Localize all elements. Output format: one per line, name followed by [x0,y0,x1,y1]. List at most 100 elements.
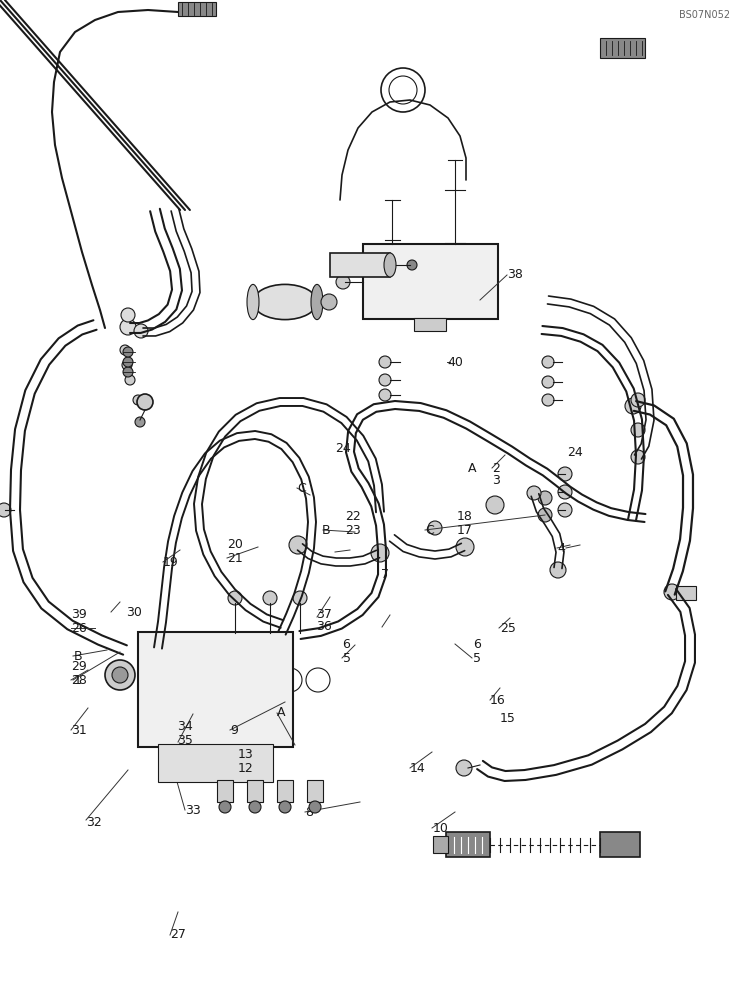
Text: 28: 28 [71,674,87,687]
Bar [138,632,293,747]
Text: 15: 15 [500,712,515,724]
Circle shape [527,486,541,500]
Ellipse shape [253,284,317,320]
Text: 30: 30 [126,605,141,618]
Circle shape [123,367,133,377]
Text: B: B [73,650,82,662]
Text: 37: 37 [316,607,332,620]
Text: 22: 22 [346,510,361,524]
Text: A: A [277,706,285,718]
Ellipse shape [247,284,259,320]
Circle shape [550,562,566,578]
Circle shape [105,660,135,690]
Text: 27: 27 [171,929,186,942]
Circle shape [278,668,302,692]
Text: 35: 35 [177,734,193,746]
Bar [600,38,645,58]
Circle shape [321,294,337,310]
Circle shape [558,503,572,517]
Text: 1: 1 [73,674,82,687]
Circle shape [120,345,130,355]
Circle shape [228,591,242,605]
Text: A: A [468,462,476,475]
Circle shape [542,394,554,406]
Text: 6: 6 [473,639,481,652]
Text: 31: 31 [71,724,87,736]
Text: 25: 25 [500,621,515,635]
Text: 26: 26 [71,621,87,635]
Circle shape [134,324,148,338]
Text: 17: 17 [456,524,472,536]
Circle shape [336,275,350,289]
Circle shape [456,760,472,776]
Circle shape [542,376,554,388]
Circle shape [631,450,645,464]
Bar [676,586,696,600]
Circle shape [0,503,11,517]
Text: 6: 6 [343,639,351,652]
Text: 10: 10 [432,822,448,834]
Circle shape [407,260,417,270]
Text: 12: 12 [238,762,254,774]
Circle shape [135,417,145,427]
Bar [433,836,448,853]
Circle shape [279,801,291,813]
Bar [600,832,640,857]
Text: 36: 36 [316,620,332,634]
Circle shape [293,591,307,605]
Circle shape [538,508,552,522]
Text: 7: 7 [381,567,390,580]
Circle shape [120,319,136,335]
Circle shape [251,668,275,692]
Circle shape [379,356,391,368]
Text: 23: 23 [346,524,361,536]
Text: 5: 5 [473,652,481,665]
Text: B: B [322,524,331,536]
Bar [217,780,233,802]
Circle shape [558,485,572,499]
Text: 38: 38 [507,268,523,282]
Circle shape [123,347,133,357]
Text: 3: 3 [492,474,500,487]
Bar [307,780,323,802]
Bar [330,253,390,277]
Text: 5: 5 [343,652,351,665]
Text: 19: 19 [163,556,179,568]
Circle shape [664,584,680,600]
Circle shape [112,667,128,683]
Text: 32: 32 [86,816,102,829]
Bar [414,318,446,331]
Bar [277,780,293,802]
Text: 8: 8 [305,806,313,818]
Circle shape [379,374,391,386]
Text: 13: 13 [238,748,254,762]
Circle shape [456,538,474,556]
Bar [446,832,490,857]
Text: BS07N052: BS07N052 [679,10,730,20]
Circle shape [122,360,132,370]
Circle shape [428,521,442,535]
Circle shape [542,356,554,368]
Bar [178,2,216,16]
Text: 24: 24 [335,442,351,454]
Bar [247,780,263,802]
Text: 40: 40 [447,356,463,368]
Circle shape [538,491,552,505]
Circle shape [306,668,330,692]
Circle shape [125,375,135,385]
Circle shape [219,801,231,813]
Text: 16: 16 [490,694,506,706]
Bar [363,244,498,319]
Bar [158,744,273,782]
Circle shape [379,389,391,401]
Text: 4: 4 [557,542,565,554]
Text: 39: 39 [71,608,87,621]
Text: 20: 20 [227,538,242,552]
Circle shape [121,308,135,322]
Text: 9: 9 [230,724,239,736]
Text: 21: 21 [227,552,242,564]
Text: 33: 33 [186,804,201,816]
Circle shape [309,801,321,813]
Circle shape [133,395,143,405]
Circle shape [223,668,247,692]
